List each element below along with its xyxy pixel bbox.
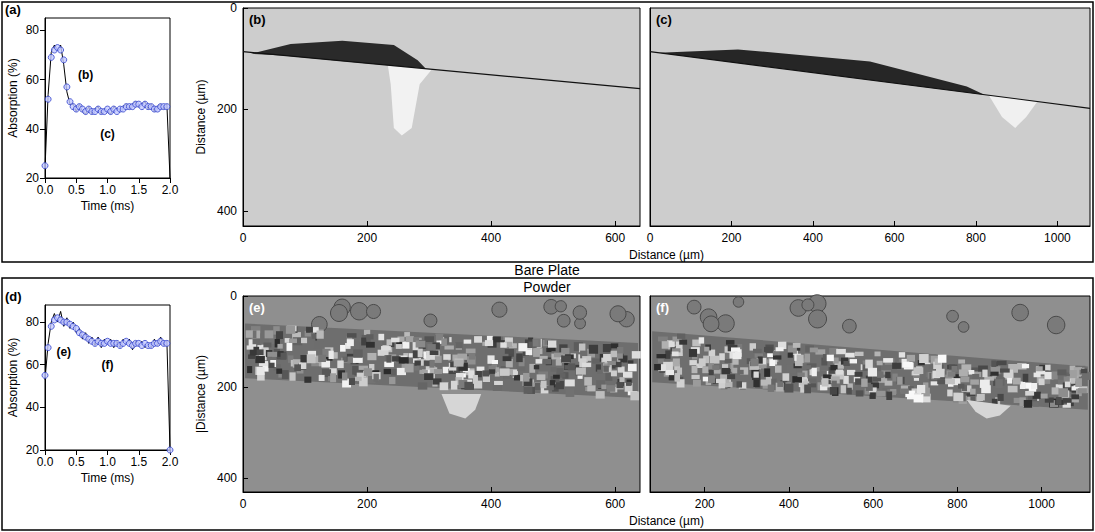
- svg-text:200: 200: [721, 231, 741, 245]
- svg-text:400: 400: [779, 497, 799, 511]
- svg-text:Time (ms): Time (ms): [81, 199, 135, 213]
- svg-text:(b): (b): [249, 12, 266, 27]
- svg-text:Powder: Powder: [523, 279, 571, 295]
- svg-text:200: 200: [357, 497, 377, 511]
- svg-text:(f): (f): [102, 358, 114, 372]
- svg-text:1000: 1000: [1028, 497, 1055, 511]
- svg-text:600: 600: [605, 497, 625, 511]
- svg-text:(e): (e): [56, 345, 71, 359]
- svg-text:0.0: 0.0: [37, 183, 54, 197]
- svg-text:40: 40: [26, 122, 40, 136]
- svg-text:Absorption (%): Absorption (%): [6, 58, 20, 137]
- svg-text:80: 80: [26, 315, 40, 329]
- svg-text:400: 400: [481, 231, 501, 245]
- svg-text:40: 40: [26, 400, 40, 414]
- svg-text:400: 400: [217, 204, 237, 218]
- svg-text:Distance (µm): Distance (µm): [629, 248, 704, 262]
- svg-text:0.5: 0.5: [68, 455, 85, 469]
- svg-text:|Distance (µm): |Distance (µm): [194, 355, 208, 433]
- svg-text:400: 400: [481, 497, 501, 511]
- svg-text:400: 400: [217, 471, 237, 485]
- svg-text:800: 800: [947, 497, 967, 511]
- svg-text:Distance (µm): Distance (µm): [629, 514, 704, 528]
- svg-text:(c): (c): [656, 12, 672, 27]
- svg-text:0: 0: [230, 1, 237, 15]
- svg-text:0.5: 0.5: [68, 183, 85, 197]
- svg-text:(f): (f): [656, 300, 669, 315]
- svg-text:0.0: 0.0: [37, 455, 54, 469]
- svg-text:600: 600: [605, 231, 625, 245]
- svg-text:20: 20: [25, 443, 39, 457]
- svg-text:1.0: 1.0: [99, 183, 116, 197]
- svg-text:2.0: 2.0: [162, 183, 179, 197]
- svg-text:(b): (b): [78, 68, 93, 82]
- svg-text:(a): (a): [5, 2, 21, 17]
- svg-text:60: 60: [26, 73, 40, 87]
- svg-text:200: 200: [695, 497, 715, 511]
- svg-text:200: 200: [217, 380, 237, 394]
- svg-text:2.0: 2.0: [162, 455, 179, 469]
- svg-text:0: 0: [230, 289, 237, 303]
- svg-text:Time (ms): Time (ms): [81, 471, 135, 485]
- svg-text:(c): (c): [100, 127, 115, 141]
- svg-text:800: 800: [966, 231, 986, 245]
- svg-text:(e): (e): [249, 300, 265, 315]
- svg-text:200: 200: [357, 231, 377, 245]
- svg-text:1.5: 1.5: [130, 455, 147, 469]
- svg-text:Bare Plate: Bare Plate: [514, 262, 580, 278]
- svg-text:1.5: 1.5: [130, 183, 147, 197]
- svg-text:200: 200: [217, 102, 237, 116]
- svg-text:20: 20: [25, 171, 39, 185]
- svg-text:(d): (d): [5, 289, 22, 304]
- svg-text:1000: 1000: [1044, 231, 1071, 245]
- svg-text:400: 400: [803, 231, 823, 245]
- svg-text:1.0: 1.0: [99, 455, 116, 469]
- svg-text:60: 60: [26, 358, 40, 372]
- svg-text:80: 80: [26, 23, 40, 37]
- svg-text:0: 0: [240, 231, 247, 245]
- svg-text:Absorption (%): Absorption (%): [6, 338, 20, 417]
- svg-text:Distance (µm): Distance (µm): [194, 80, 208, 155]
- svg-text:600: 600: [863, 497, 883, 511]
- svg-text:600: 600: [884, 231, 904, 245]
- svg-text:0: 0: [240, 497, 247, 511]
- svg-text:0: 0: [647, 231, 654, 245]
